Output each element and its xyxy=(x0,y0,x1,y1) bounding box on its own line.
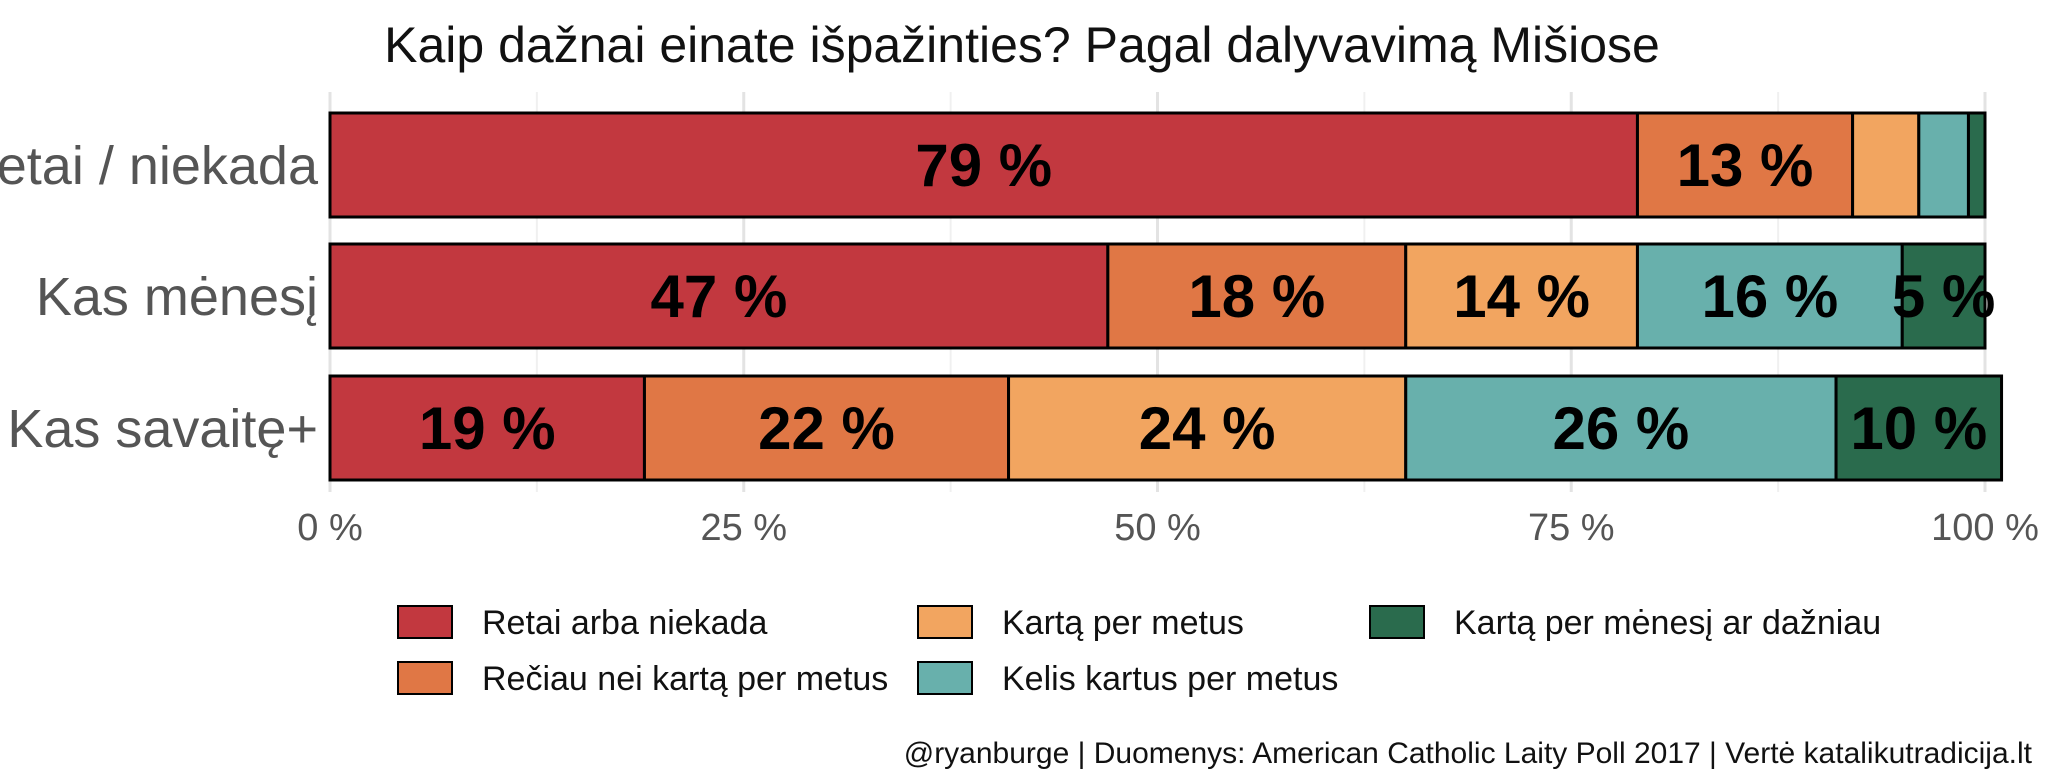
legend-label: Kelis kartus per metus xyxy=(1002,660,1338,698)
data-label: 5 % xyxy=(1892,263,1995,330)
data-label: 16 % xyxy=(1701,263,1838,330)
data-label: 47 % xyxy=(651,263,788,330)
bars: 79 % 13 % 47 % 18 % 14 % 16 % 5 % 19 % 22 % 24 % 2… xyxy=(328,111,2004,482)
bar-segment xyxy=(1851,111,1921,219)
x-tick-label: 75 % xyxy=(1528,507,1615,549)
data-label: 79 % xyxy=(915,132,1052,199)
bar-segment xyxy=(1900,242,1987,350)
bar-segment xyxy=(1966,111,1987,219)
bar-segment xyxy=(1404,374,1838,482)
legend-key xyxy=(397,605,453,639)
legend-label: Kartą per mėnesį ar dažniau xyxy=(1454,604,1881,642)
category-labels: Retai / niekada Kas mėnesį Kas savaitę+ xyxy=(0,136,319,459)
legend-key xyxy=(397,661,453,695)
bar-segment xyxy=(328,374,646,482)
bar-segment xyxy=(1834,374,2004,482)
category-label: Kas mėnesį xyxy=(36,267,318,327)
bar-segment xyxy=(1635,242,1904,350)
data-label: 19 % xyxy=(419,395,556,462)
data-label: 24 % xyxy=(1139,395,1276,462)
category-label: Retai / niekada xyxy=(0,136,319,196)
chart-title: Kaip dažnai einate išpažinties? Pagal da… xyxy=(384,17,1660,73)
bar-segment xyxy=(1404,242,1639,350)
legend-key xyxy=(1369,605,1425,639)
bar-segment xyxy=(1106,242,1408,350)
legend-label: Rečiau nei kartą per metus xyxy=(482,660,888,698)
data-label: 10 % xyxy=(1850,395,1987,462)
legend-key xyxy=(917,661,973,695)
bar-segment xyxy=(1007,374,1408,482)
x-tick-label: 0 % xyxy=(297,507,362,549)
data-label: 18 % xyxy=(1188,263,1325,330)
data-label: 13 % xyxy=(1677,132,1814,199)
data-label: 22 % xyxy=(758,395,895,462)
x-tick-label: 100 % xyxy=(1931,507,2039,549)
bar-segment xyxy=(1917,111,1970,219)
x-tick-label: 25 % xyxy=(700,507,787,549)
bar-segment xyxy=(1635,111,1855,219)
bar-segment xyxy=(328,242,1110,350)
legend-label: Kartą per metus xyxy=(1002,604,1244,642)
data-label: 26 % xyxy=(1553,395,1690,462)
bar-segment xyxy=(642,374,1011,482)
category-label: Kas savaitę+ xyxy=(7,399,318,459)
x-tick-label: 50 % xyxy=(1114,507,1201,549)
legend: Retai arba niekada Rečiau nei kartą per m… xyxy=(397,604,1881,698)
chart-caption: @ryanburge | Duomenys: American Catholic… xyxy=(904,737,2033,770)
x-axis-ticks: 0 % 25 % 50 % 75 % 100 % xyxy=(297,507,2039,549)
legend-label: Retai arba niekada xyxy=(482,604,768,642)
data-label: 14 % xyxy=(1453,263,1590,330)
legend-key xyxy=(917,605,973,639)
